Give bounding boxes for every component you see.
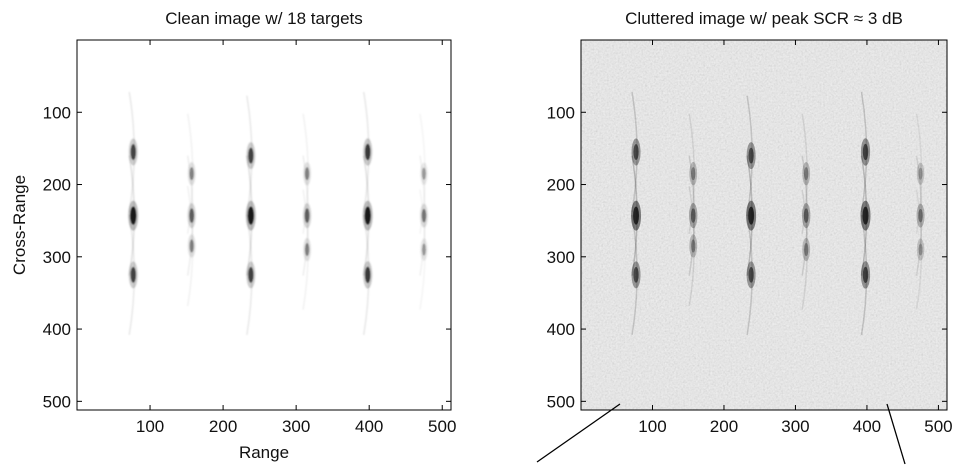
right-target-response xyxy=(688,185,698,307)
right-y-tick-label: 300 xyxy=(547,248,575,267)
left-target-response xyxy=(128,214,138,335)
right-chart-title: Cluttered image w/ peak SCR ≈ 3 dB xyxy=(625,9,903,28)
left-plot-area xyxy=(77,40,451,410)
right-target-response xyxy=(860,155,871,276)
right-x-tick-label: 300 xyxy=(781,417,809,436)
right-x-tick-label: 400 xyxy=(853,417,881,436)
left-target-response xyxy=(302,189,311,310)
right-target-response xyxy=(915,113,925,234)
right-target-response xyxy=(860,214,871,335)
right-target-response xyxy=(860,91,871,213)
left-y-axis-label: Cross-Range xyxy=(10,175,29,275)
right-x-tick-label: 500 xyxy=(924,417,952,436)
right-x-tick-label: 100 xyxy=(638,417,666,436)
right-target-response xyxy=(746,155,757,276)
left-x-axis-label: Range xyxy=(239,443,289,462)
right-target-response xyxy=(915,155,925,276)
clutter-texture xyxy=(581,40,947,410)
left-target-response xyxy=(246,214,256,335)
left-x-tick-label: 200 xyxy=(209,417,237,436)
right-y-tick-label: 200 xyxy=(547,176,575,195)
left-y-tick-label: 200 xyxy=(43,176,71,195)
right-target-response xyxy=(631,155,642,276)
right-target-response xyxy=(688,113,698,234)
right-target-response xyxy=(801,189,811,310)
left-chart-title: Clean image w/ 18 targets xyxy=(165,9,363,28)
left-target-response xyxy=(128,91,138,213)
left-target-response xyxy=(419,189,428,310)
left-x-tick-label: 500 xyxy=(428,417,456,436)
left-x-tick-label: 300 xyxy=(282,417,310,436)
left-y-tick-label: 500 xyxy=(43,392,71,411)
right-y-tick-label: 500 xyxy=(547,392,575,411)
right-target-response xyxy=(631,214,641,335)
left-y-tick-label: 400 xyxy=(43,320,71,339)
left-x-tick-label: 100 xyxy=(136,417,164,436)
left-plot-frame xyxy=(76,39,452,411)
right-panel: Cluttered image w/ peak SCR ≈ 3 dB 100 20… xyxy=(547,9,953,436)
right-x-tick-label: 200 xyxy=(710,417,738,436)
left-y-tick-label: 100 xyxy=(43,103,71,122)
right-target-response xyxy=(801,155,811,276)
right-target-response xyxy=(688,155,698,276)
left-y-tick-label: 300 xyxy=(43,248,71,267)
annotation-line-right xyxy=(886,403,906,465)
annotation-line-left xyxy=(536,403,621,463)
right-plot-frame xyxy=(580,39,948,411)
right-target-response xyxy=(746,214,756,335)
left-target-response xyxy=(186,185,196,307)
left-panel: Clean image w/ 18 targets 100 200 300 400 50… xyxy=(10,9,456,462)
right-target-response xyxy=(746,95,756,216)
left-x-tick-label: 400 xyxy=(355,417,383,436)
right-target-response xyxy=(631,91,641,213)
right-y-tick-label: 400 xyxy=(547,320,575,339)
left-target-response xyxy=(362,91,373,213)
right-target-response xyxy=(801,113,811,234)
right-y-tick-label: 100 xyxy=(547,103,575,122)
right-target-response xyxy=(915,189,925,310)
left-target-response xyxy=(362,214,373,335)
